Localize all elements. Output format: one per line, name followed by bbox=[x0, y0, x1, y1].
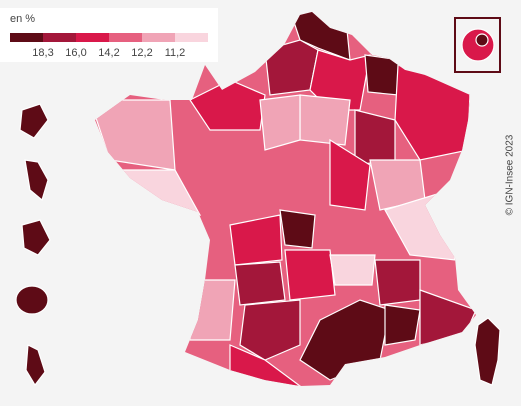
legend-swatch bbox=[43, 33, 76, 42]
inset-paris bbox=[475, 33, 489, 47]
legend-break: 14,2 bbox=[98, 47, 119, 59]
region bbox=[259, 94, 301, 151]
region bbox=[329, 254, 376, 286]
legend-swatch bbox=[10, 33, 43, 42]
legend-swatch bbox=[142, 33, 175, 42]
region bbox=[374, 259, 421, 306]
region bbox=[354, 109, 396, 166]
region bbox=[329, 138, 371, 211]
legend: 18,3 16,0 14,2 12,2 11,2 bbox=[10, 33, 208, 59]
guyane bbox=[21, 219, 51, 256]
region bbox=[189, 279, 236, 341]
reunion bbox=[15, 285, 49, 315]
legend-break: 12,2 bbox=[131, 47, 152, 59]
region bbox=[309, 49, 371, 111]
region bbox=[239, 299, 301, 361]
credit: © IGN-Insee 2023 bbox=[505, 134, 516, 215]
legend-unit: en % bbox=[10, 13, 35, 25]
region bbox=[95, 99, 176, 171]
martinique bbox=[24, 159, 49, 202]
region bbox=[284, 249, 336, 301]
legend-swatch bbox=[76, 33, 109, 42]
metropole bbox=[95, 12, 476, 386]
legend-swatch bbox=[109, 33, 142, 42]
legend-break: 11,2 bbox=[165, 47, 186, 59]
region bbox=[279, 209, 316, 249]
mayotte bbox=[25, 344, 46, 387]
region bbox=[234, 261, 286, 306]
legend-break: 16,0 bbox=[65, 47, 86, 59]
corse bbox=[474, 317, 501, 386]
region bbox=[299, 94, 351, 146]
legend-break: 18,3 bbox=[32, 47, 53, 59]
legend-swatch bbox=[175, 33, 208, 42]
guadeloupe bbox=[19, 103, 49, 139]
region bbox=[364, 54, 401, 96]
region bbox=[229, 214, 283, 266]
region bbox=[384, 304, 421, 346]
